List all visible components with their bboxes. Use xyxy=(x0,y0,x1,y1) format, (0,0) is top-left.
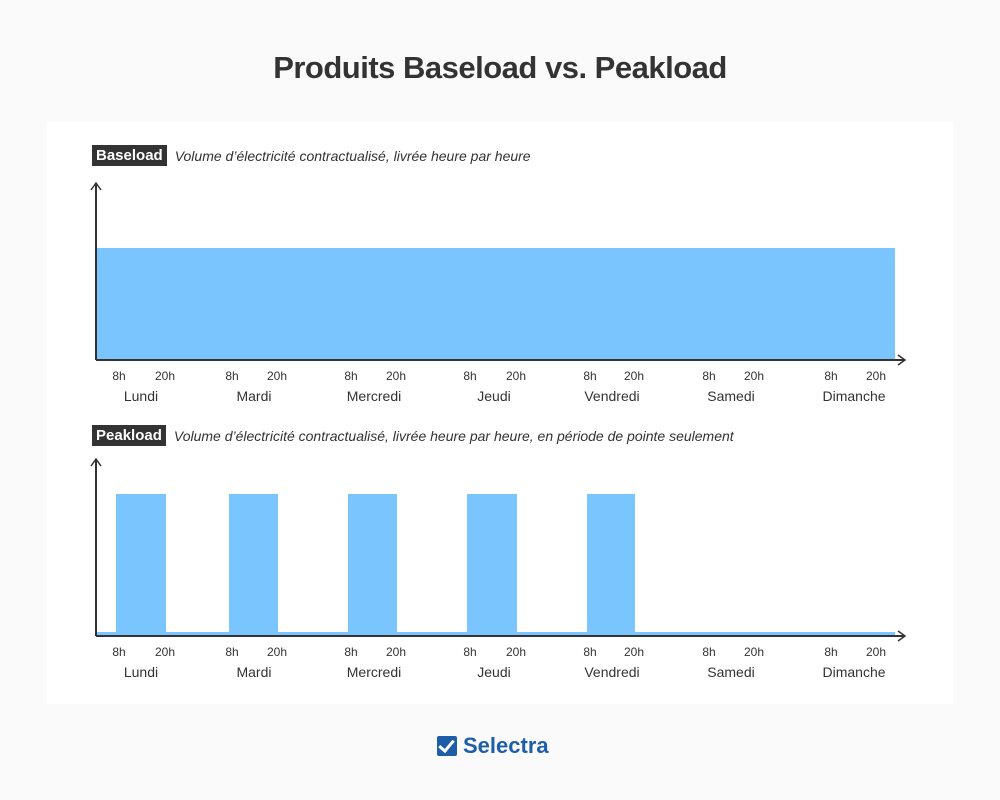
baseload-header: Baseload Volume d’électricité contractua… xyxy=(92,145,531,166)
peakload-day-label: Vendredi xyxy=(584,664,639,680)
peakload-day-label: Mardi xyxy=(236,664,271,680)
baseload-y-arrow-icon xyxy=(90,181,102,191)
peakload-day-label: Samedi xyxy=(707,664,754,680)
baseload-day-label: Jeudi xyxy=(477,388,510,404)
peakload-bar xyxy=(467,494,517,635)
baseload-hour-label: 20h xyxy=(866,369,886,383)
baseload-day-label: Lundi xyxy=(124,388,158,404)
baseload-hour-label: 20h xyxy=(267,369,287,383)
peakload-hour-label: 20h xyxy=(386,645,406,659)
peakload-day-label: Dimanche xyxy=(822,664,885,680)
baseload-area xyxy=(97,248,895,360)
peakload-y-arrow-icon xyxy=(90,457,102,467)
peakload-hour-label: 8h xyxy=(344,645,357,659)
peakload-hour-label: 8h xyxy=(463,645,476,659)
baseload-hour-label: 20h xyxy=(386,369,406,383)
peakload-hour-label: 20h xyxy=(866,645,886,659)
baseload-hour-label: 8h xyxy=(225,369,238,383)
peakload-bar xyxy=(348,494,397,635)
peakload-hour-label: 8h xyxy=(583,645,596,659)
peakload-tag: Peakload xyxy=(92,425,166,446)
baseload-hour-label: 8h xyxy=(702,369,715,383)
peakload-bar xyxy=(587,494,635,635)
peakload-hour-label: 8h xyxy=(702,645,715,659)
peakload-hour-label: 20h xyxy=(624,645,644,659)
peakload-day-label: Lundi xyxy=(124,664,158,680)
peakload-bar xyxy=(229,494,278,635)
peakload-hour-label: 20h xyxy=(744,645,764,659)
baseload-tag: Baseload xyxy=(92,145,167,166)
peakload-hour-label: 20h xyxy=(155,645,175,659)
peakload-x-arrow-icon xyxy=(897,630,907,642)
baseload-day-label: Mardi xyxy=(236,388,271,404)
peakload-hour-label: 20h xyxy=(267,645,287,659)
baseload-hour-label: 20h xyxy=(506,369,526,383)
selectra-logo: Selectra xyxy=(437,733,549,759)
baseload-day-label: Vendredi xyxy=(584,388,639,404)
peakload-hour-label: 8h xyxy=(112,645,125,659)
baseload-hour-label: 20h xyxy=(155,369,175,383)
baseload-hour-label: 8h xyxy=(344,369,357,383)
peakload-bar xyxy=(116,494,166,635)
baseload-hour-label: 20h xyxy=(744,369,764,383)
peakload-day-label: Mercredi xyxy=(347,664,401,680)
peakload-hour-label: 8h xyxy=(225,645,238,659)
baseload-hour-label: 8h xyxy=(583,369,596,383)
baseload-hour-label: 20h xyxy=(624,369,644,383)
peakload-header: Peakload Volume d’électricité contractua… xyxy=(92,425,734,446)
peakload-hour-label: 20h xyxy=(506,645,526,659)
baseload-day-label: Dimanche xyxy=(822,388,885,404)
logo-text: Selectra xyxy=(463,733,549,758)
baseload-x-arrow-icon xyxy=(897,354,907,366)
baseload-hour-label: 8h xyxy=(824,369,837,383)
peakload-day-label: Jeudi xyxy=(477,664,510,680)
baseload-description: Volume d’électricité contractualisé, liv… xyxy=(174,147,531,164)
check-icon xyxy=(437,736,457,756)
baseload-day-label: Mercredi xyxy=(347,388,401,404)
baseload-hour-label: 8h xyxy=(463,369,476,383)
peakload-description: Volume d’électricité contractualisé, liv… xyxy=(173,427,734,444)
baseload-day-label: Samedi xyxy=(707,388,754,404)
peakload-hour-label: 8h xyxy=(824,645,837,659)
baseload-hour-label: 8h xyxy=(112,369,125,383)
page-title: Produits Baseload vs. Peakload xyxy=(273,50,727,85)
